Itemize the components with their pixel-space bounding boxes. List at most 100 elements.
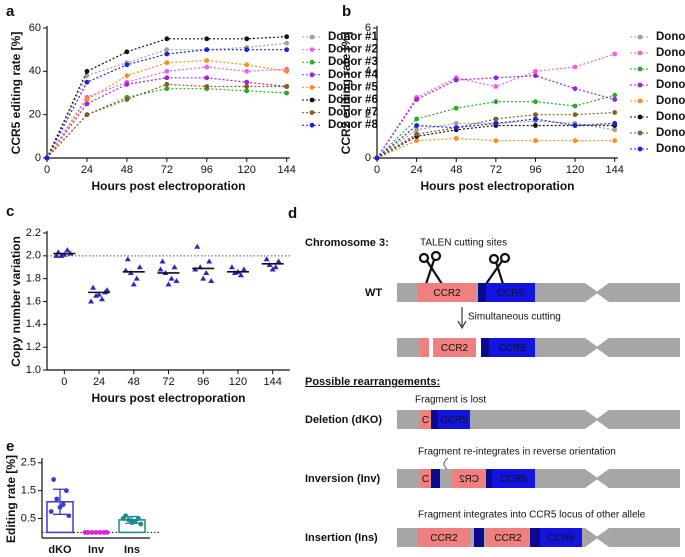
x-tick-label: 144 [606,164,624,176]
data-point [64,247,71,253]
data-point [93,530,99,535]
data-point [244,68,250,74]
data-point [414,123,420,128]
legend-marker [309,59,315,65]
data-point [533,123,538,128]
data-point [237,272,244,278]
legend-label: Donor #3 [656,63,685,75]
data-point [136,516,141,521]
data-point [164,86,170,92]
legend-marker [637,98,643,104]
data-point [200,275,207,281]
gene-block [452,469,486,488]
legend-marker [637,146,643,152]
data-point [272,264,279,270]
gene-block [530,528,540,547]
scissors-icon [418,250,443,285]
data-point [533,73,538,79]
data-point [124,62,130,68]
x-tick-label: 96 [197,376,209,388]
legend-label: Donor #7 [328,107,378,119]
legend-label: Donor #6 [328,94,378,106]
legend-label: Donor #2 [656,47,685,59]
x-tick-label: 24 [81,164,93,176]
data-point [164,36,170,42]
data-point [164,51,170,57]
y-tick-label: 1.6 [26,295,41,307]
data-point [204,64,210,70]
data-point [414,97,420,102]
legend-label: Donor #5 [328,81,378,93]
data-point [88,298,95,304]
data-point [493,138,499,144]
x-tick-label: 144 [277,164,295,176]
data-point [572,86,578,92]
y-tick-label: 60 [29,22,41,34]
data-point [164,47,170,53]
data-point [572,103,578,109]
data-point [453,105,459,111]
data-point [164,68,170,74]
data-point [493,99,499,105]
legend-marker [637,34,643,40]
legend-marker [309,34,315,40]
data-point [228,264,235,270]
legend-label: Donor #4 [656,79,685,91]
legend-marker [309,97,315,103]
gene-block [431,469,440,488]
diagram-heading: Chromosome 3: [305,237,389,249]
data-point [612,120,618,126]
legend-label: Donor #8 [656,143,685,155]
diagram-note: Fragment re-integrates in reverse orient… [418,447,616,458]
data-point [51,477,56,482]
data-point [84,68,90,74]
series-line [46,83,287,159]
data-point [159,258,166,264]
data-point [244,84,250,89]
data-point [284,47,290,53]
data-point [453,77,459,83]
x-tick-label: 24 [93,376,105,388]
data-point [206,258,213,264]
gene-label: CCR2 [441,343,469,354]
y-axis-title: Copy number variation [9,236,23,367]
x-axis-title: Hours post electroporation [91,391,245,405]
gene-block [481,338,489,357]
legend-marker [309,72,315,78]
x-tick-label: 0 [44,164,50,176]
diagram-note: Fragment is lost [415,395,486,406]
gene-block [420,410,431,429]
y-tick-label: 20 [29,109,41,121]
data-point [97,530,103,535]
data-point [124,256,131,262]
data-point [414,138,420,144]
gene-label: CCR5 [498,343,526,354]
x-tick-label: 24 [410,164,422,176]
data-point [60,502,66,507]
data-point [99,296,106,302]
gene-block [486,283,535,302]
gene-label: CCR5 [440,415,468,426]
legend-label: Donor #4 [328,69,378,81]
y-tick-label: 1.5 [21,485,36,497]
data-point [240,266,247,272]
data-point [89,530,95,535]
legend-marker [637,82,643,88]
x-axis-title: Hours post electroporation [91,179,245,193]
data-point [533,68,538,74]
data-point [165,281,172,287]
data-point [129,520,135,526]
legend-marker [309,85,315,90]
data-point [84,112,90,118]
data-point [204,58,210,63]
data-point [171,264,178,270]
gene-label: C [422,415,429,426]
data-point [157,266,164,272]
x-tick-label: 72 [162,376,174,388]
data-point [124,49,130,55]
gene-label: CCR5 [547,533,575,544]
data-point [90,284,97,290]
data-point [130,281,137,287]
x-tick-label: 96 [529,164,541,176]
